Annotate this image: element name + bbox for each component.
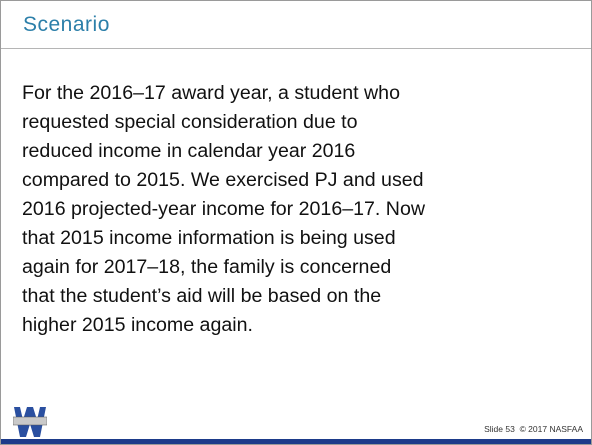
body-line: 2016 projected-year income for 2016–17. … <box>22 198 426 220</box>
body-line: compared to 2015. We exercised PJ and us… <box>22 169 424 191</box>
body-line: again for 2017–18, the family is concern… <box>22 256 392 278</box>
body-line: requested special consideration due to <box>22 111 358 133</box>
body-line: For the 2016–17 award year, a student wh… <box>22 82 400 104</box>
footer-bar <box>1 439 591 444</box>
logo <box>13 406 47 438</box>
copyright: © 2017 NASFAA <box>519 424 583 434</box>
body-line: reduced income in calendar year 2016 <box>22 140 356 162</box>
body-line: that 2015 income information is being us… <box>22 227 396 249</box>
logo-band <box>13 416 47 426</box>
body-text: For the 2016–17 award year, a student wh… <box>22 79 425 340</box>
slide-number: Slide 53 <box>484 424 515 434</box>
footer-text: Slide 53 © 2017 NASFAA <box>484 424 583 434</box>
title-bar: Scenario <box>1 1 591 49</box>
slide-title: Scenario <box>23 13 110 36</box>
body-line: that the student’s aid will be based on … <box>22 285 382 307</box>
body-line: higher 2015 income again. <box>22 314 253 336</box>
